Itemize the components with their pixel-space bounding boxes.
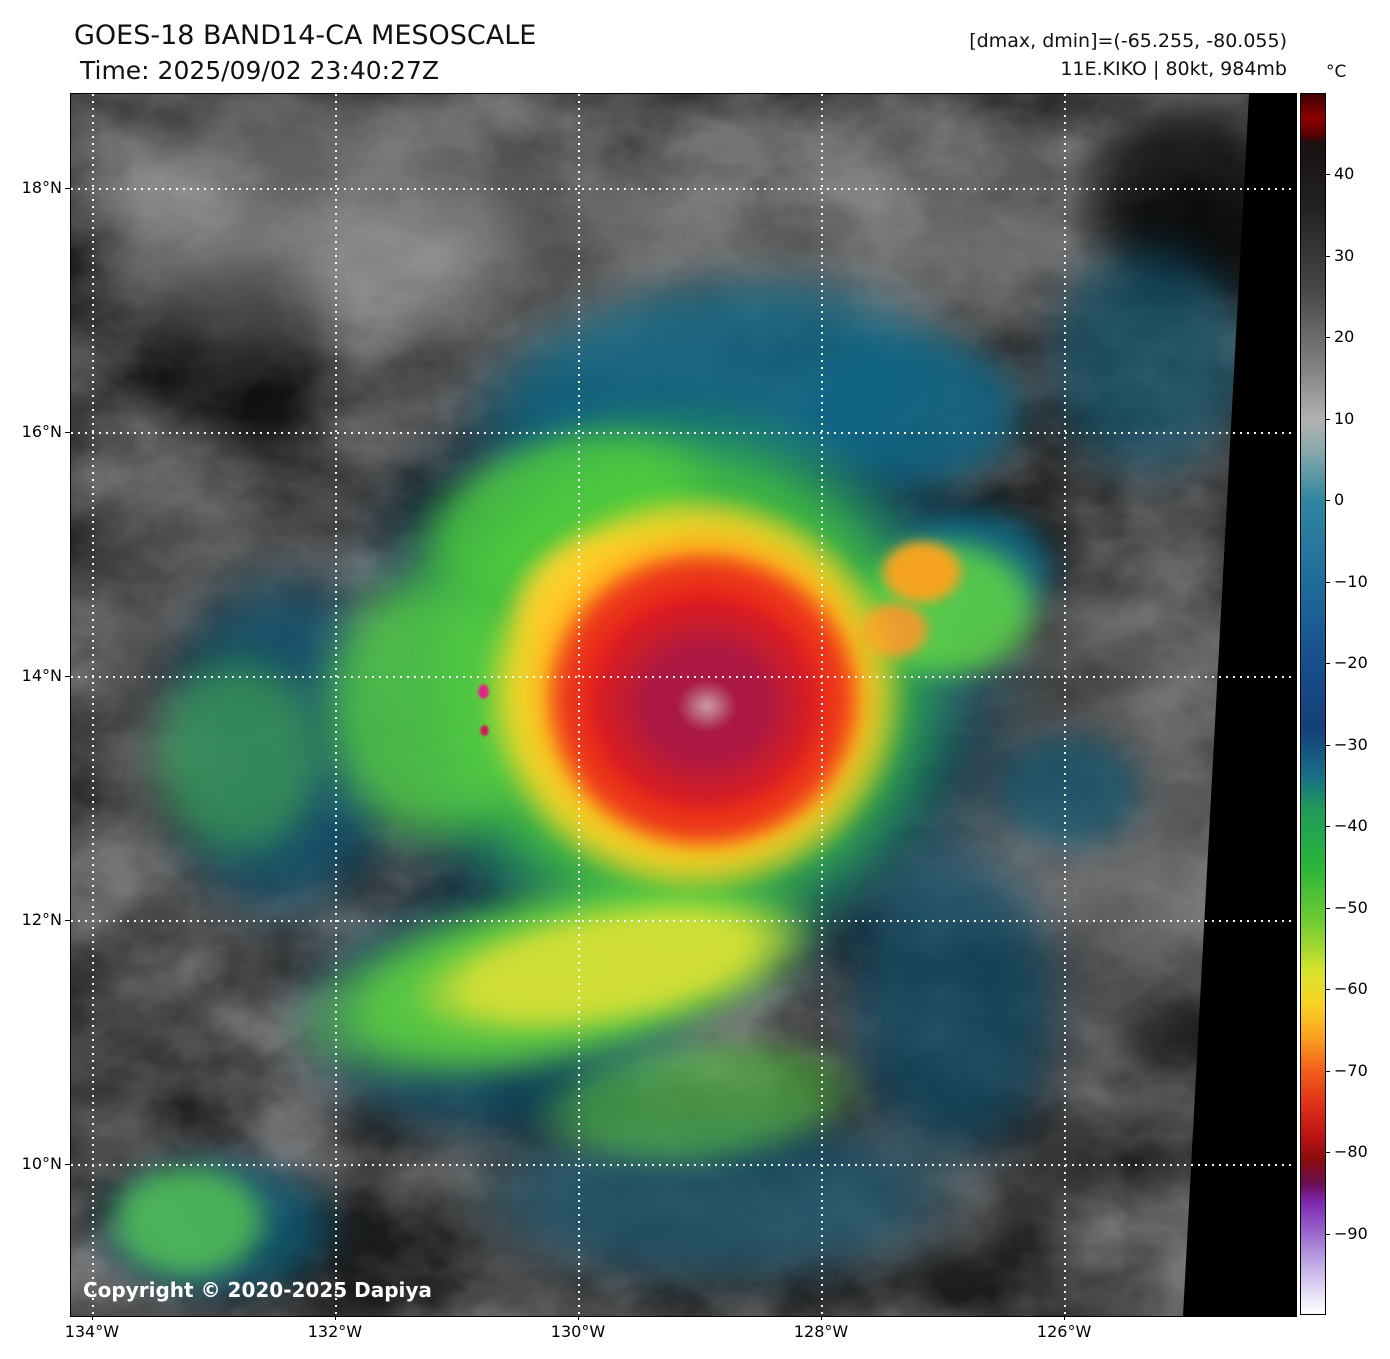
lat-tick-label: 16°N [21,422,62,442]
colorbar-tick-label: −90 [1334,1223,1368,1243]
colorbar-tick [1326,174,1330,176]
x-axis-tick [334,1315,336,1320]
colorbar-tick [1326,826,1330,828]
grid-line-horizontal [71,188,1296,191]
satellite-image-plot: Copyright © 2020-2025 Dapiya [70,93,1297,1317]
colorbar-tick-label: 20 [1334,327,1355,347]
grid-line-vertical [1064,94,1067,1316]
colorbar-tick-label: 40 [1334,164,1355,184]
colorbar-tick-label: −70 [1334,1060,1368,1080]
figure-title: GOES-18 BAND14-CA MESOSCALE [74,20,537,51]
grid-line-vertical [91,94,94,1316]
colorbar-tick [1326,255,1330,257]
grid-line-vertical [577,94,580,1316]
grid-line-vertical [821,94,824,1316]
x-axis-tick [91,1315,93,1320]
colorbar-tick-label: −30 [1334,734,1368,754]
colorbar-tick-label: 0 [1334,490,1345,510]
lat-tick-label: 12°N [21,909,62,929]
grid-line-horizontal [71,919,1296,922]
lat-tick-label: 18°N [21,178,62,198]
x-axis-tick [1064,1315,1066,1320]
colorbar-unit-label: °C [1326,62,1347,82]
y-axis-tick [65,919,70,921]
y-axis-tick [65,188,70,190]
y-axis-tick [65,675,70,677]
colorbar-tick-label: −20 [1334,653,1368,673]
colorbar-tick-label: −40 [1334,816,1368,836]
lon-tick-label: 126°W [1036,1322,1092,1341]
colorbar-tick [1326,907,1330,909]
colorbar-tick [1326,989,1330,991]
cloud-layer [121,619,356,894]
grid-line-horizontal [71,432,1296,435]
colorbar-tick [1326,744,1330,746]
colorbar [1300,93,1326,1315]
colorbar-tick [1326,663,1330,665]
colorbar-tick-label: −10 [1334,571,1368,591]
colorbar-tick-label: −80 [1334,1142,1368,1162]
cloud-layer [475,680,492,703]
x-axis-tick [577,1315,579,1320]
lon-tick-label: 132°W [307,1322,363,1341]
lat-tick-label: 14°N [21,665,62,685]
y-axis-tick [65,1163,70,1165]
colorbar-tick [1326,581,1330,583]
cloud-layer [677,680,737,732]
lon-tick-label: 130°W [550,1322,606,1341]
x-axis-tick [821,1315,823,1320]
colorbar-tick [1326,500,1330,502]
dmax-dmin-label: [dmax, dmin]=(-65.255, -80.055) [969,30,1287,52]
storm-info-label: 11E.KIKO | 80kt, 984mb [1060,58,1287,80]
grid-line-horizontal [71,1163,1296,1166]
figure-timestamp: Time: 2025/09/02 23:40:27Z [80,56,439,85]
colorbar-tick [1326,1070,1330,1072]
lon-tick-label: 134°W [64,1322,120,1341]
colorbar-tick-label: −60 [1334,979,1368,999]
lat-tick-label: 10°N [21,1153,62,1173]
cloud-layer [81,1144,296,1299]
colorbar-tick [1326,1152,1330,1154]
lon-tick-label: 128°W [793,1322,849,1341]
colorbar-tick-label: 10 [1334,408,1355,428]
grid-line-horizontal [71,675,1296,678]
y-axis-tick [65,432,70,434]
colorbar-tick [1326,337,1330,339]
colorbar-tick [1326,418,1330,420]
colorbar-tick [1326,1233,1330,1235]
cloud-layer [478,722,491,739]
colorbar-tick-label: −50 [1334,897,1368,917]
colorbar-tick-label: 30 [1334,245,1355,265]
copyright-watermark: Copyright © 2020-2025 Dapiya [83,1278,432,1302]
grid-line-vertical [334,94,337,1316]
